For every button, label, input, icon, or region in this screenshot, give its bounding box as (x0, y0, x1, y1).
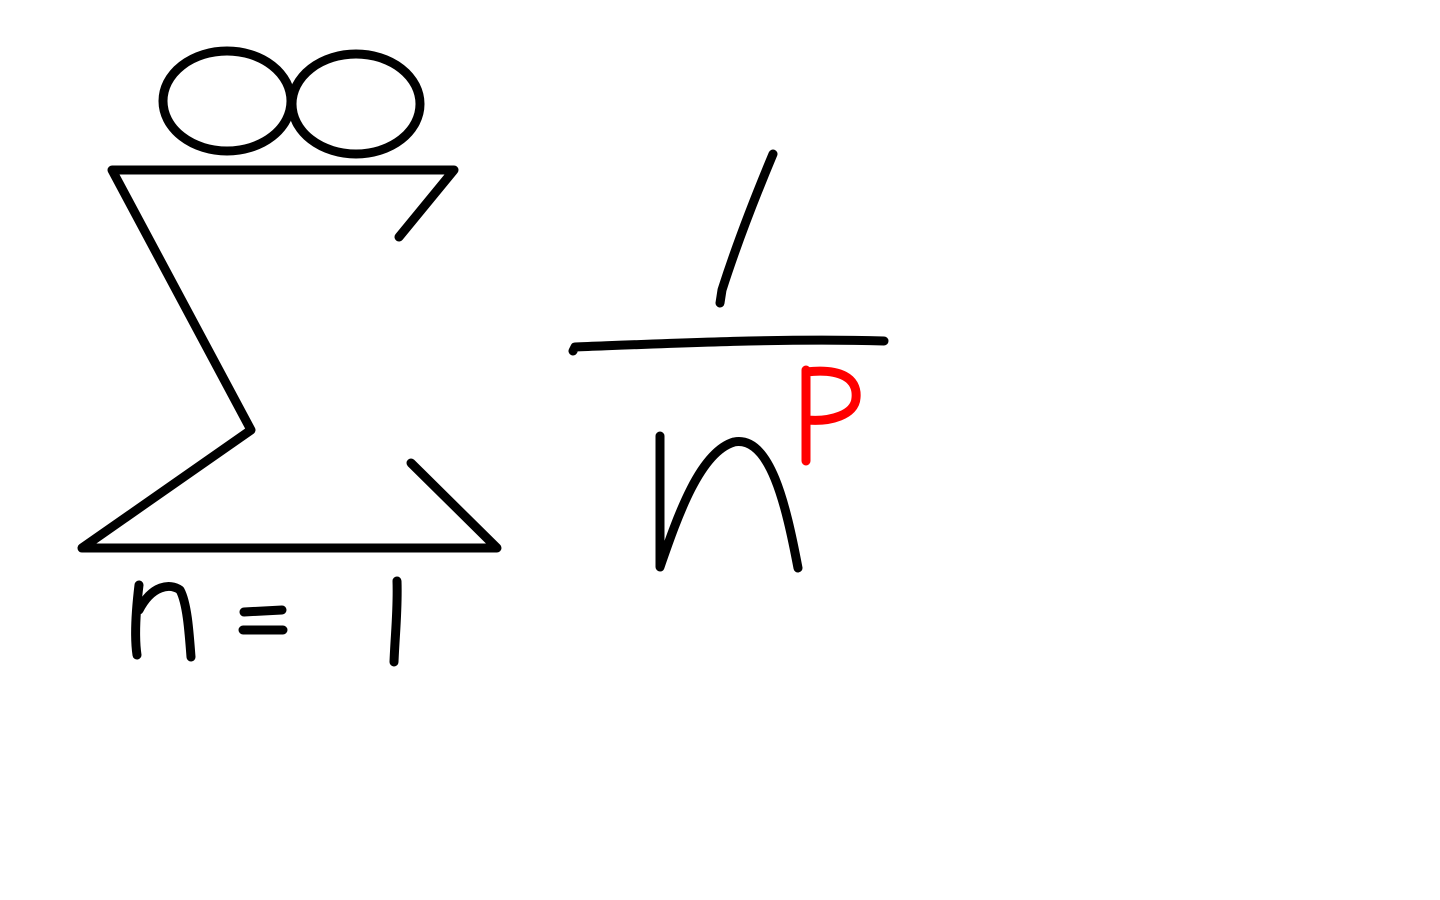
infinity-symbol (158, 46, 425, 159)
lower-limit-variable-text: n (160, 617, 168, 634)
fraction-bar (568, 335, 889, 356)
numerator-one (715, 149, 778, 308)
upper-limit-text: ∞ (290, 97, 301, 114)
sigma-upper-stroke (77, 165, 502, 553)
numerator-text: 1 (745, 227, 753, 244)
sigma-text: Σ (290, 347, 299, 364)
infinity-left-loop (158, 46, 296, 156)
lower-limit-n (131, 580, 196, 662)
denominator-exponent-text: p (828, 397, 836, 414)
lower-limit-operator-text: = (262, 617, 271, 634)
sigma-symbol (77, 165, 502, 553)
denominator-n (655, 431, 803, 573)
exponent-p (801, 365, 861, 466)
denominator-base-text: n (725, 497, 733, 514)
lower-limit (131, 576, 402, 667)
infinity-right-loop (287, 49, 425, 159)
lower-limit-equals (238, 605, 288, 635)
fraction (568, 149, 889, 573)
lower-limit-value-text: 1 (396, 617, 404, 634)
lower-limit-one (389, 576, 402, 667)
